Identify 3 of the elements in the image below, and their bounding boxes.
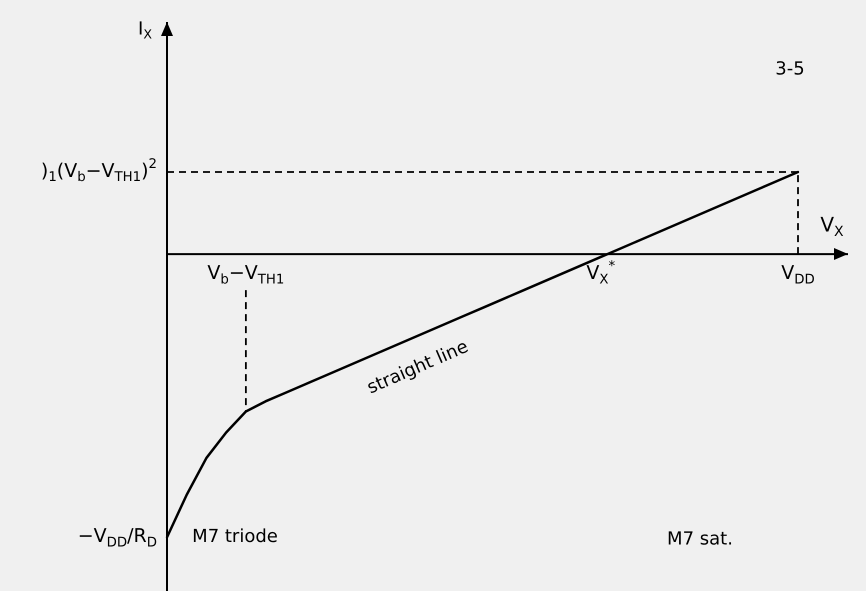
text: 3-5 [775, 58, 805, 80]
annotation: M7 sat. [667, 528, 733, 550]
annotation: M7 triode [192, 526, 278, 547]
